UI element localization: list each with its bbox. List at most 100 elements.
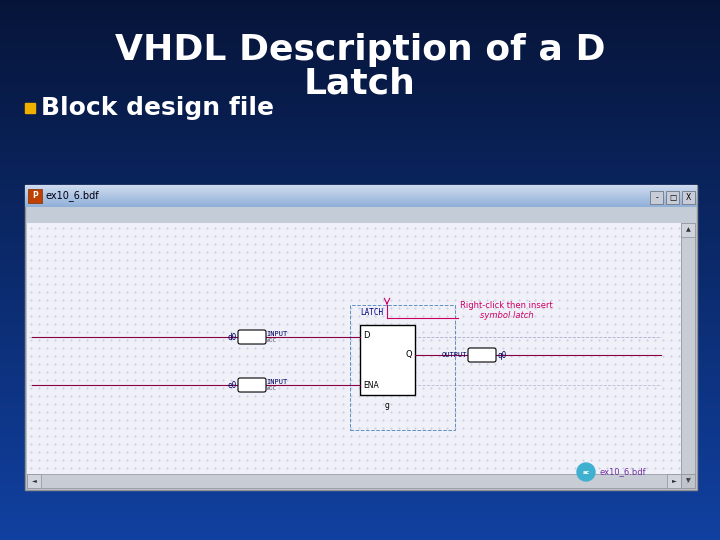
- Bar: [0, 401, 720, 402]
- Bar: [0, 93, 720, 94]
- Bar: [0, 454, 720, 455]
- Bar: [0, 1, 720, 2]
- Bar: [0, 161, 720, 162]
- Bar: [0, 72, 720, 73]
- Bar: [0, 146, 720, 147]
- Bar: [0, 187, 720, 188]
- Bar: [0, 160, 720, 161]
- Bar: [0, 447, 720, 448]
- Bar: [0, 59, 720, 60]
- Bar: [0, 38, 720, 39]
- Bar: [25, 187, 697, 188]
- Bar: [0, 239, 720, 240]
- Bar: [0, 155, 720, 156]
- Bar: [0, 109, 720, 110]
- Bar: [0, 286, 720, 287]
- Bar: [0, 100, 720, 101]
- Bar: [0, 107, 720, 108]
- Bar: [0, 164, 720, 165]
- Bar: [0, 207, 720, 208]
- Bar: [0, 90, 720, 91]
- Bar: [0, 28, 720, 29]
- Bar: [666, 191, 679, 204]
- Bar: [0, 526, 720, 527]
- Bar: [0, 240, 720, 241]
- Bar: [0, 308, 720, 309]
- Bar: [27, 474, 41, 488]
- Bar: [0, 503, 720, 504]
- Bar: [0, 291, 720, 292]
- Bar: [0, 22, 720, 23]
- Bar: [0, 224, 720, 225]
- Bar: [0, 30, 720, 31]
- Bar: [0, 383, 720, 384]
- Bar: [0, 282, 720, 283]
- Bar: [0, 321, 720, 322]
- Bar: [0, 63, 720, 64]
- Bar: [0, 242, 720, 243]
- Bar: [0, 528, 720, 529]
- Bar: [0, 426, 720, 427]
- Bar: [0, 489, 720, 490]
- Text: Q: Q: [405, 350, 412, 360]
- Bar: [0, 300, 720, 301]
- Bar: [0, 118, 720, 119]
- Bar: [0, 151, 720, 152]
- Bar: [0, 411, 720, 412]
- Bar: [0, 267, 720, 268]
- Bar: [0, 204, 720, 205]
- Bar: [0, 65, 720, 66]
- Bar: [0, 303, 720, 304]
- Bar: [0, 137, 720, 138]
- Bar: [0, 511, 720, 512]
- Bar: [0, 245, 720, 246]
- Bar: [0, 123, 720, 124]
- Bar: [0, 336, 720, 337]
- Bar: [0, 219, 720, 220]
- Bar: [0, 88, 720, 89]
- Bar: [0, 106, 720, 107]
- Bar: [0, 459, 720, 460]
- Bar: [0, 443, 720, 444]
- Bar: [0, 458, 720, 459]
- Bar: [681, 474, 695, 488]
- Bar: [0, 203, 720, 204]
- Bar: [0, 293, 720, 294]
- Bar: [0, 378, 720, 379]
- Bar: [0, 425, 720, 426]
- Text: Right-click then insert: Right-click then insert: [460, 300, 553, 309]
- Bar: [0, 105, 720, 106]
- Bar: [0, 285, 720, 286]
- Bar: [0, 515, 720, 516]
- Bar: [0, 437, 720, 438]
- Bar: [0, 348, 720, 349]
- Bar: [0, 216, 720, 217]
- Bar: [0, 339, 720, 340]
- Bar: [0, 215, 720, 216]
- Bar: [0, 384, 720, 385]
- Bar: [0, 324, 720, 325]
- Bar: [0, 351, 720, 352]
- Bar: [0, 416, 720, 417]
- Bar: [0, 233, 720, 234]
- Bar: [0, 289, 720, 290]
- Bar: [0, 78, 720, 79]
- Bar: [681, 474, 695, 488]
- Bar: [0, 313, 720, 314]
- Bar: [0, 479, 720, 480]
- Bar: [0, 83, 720, 84]
- Bar: [0, 438, 720, 439]
- Bar: [0, 32, 720, 33]
- Text: ENA: ENA: [363, 381, 379, 389]
- Bar: [25, 200, 697, 201]
- Text: ▼: ▼: [685, 478, 690, 483]
- Circle shape: [577, 463, 595, 481]
- Bar: [0, 194, 720, 195]
- Text: ac: ac: [582, 469, 590, 475]
- Bar: [0, 446, 720, 447]
- Bar: [0, 439, 720, 440]
- Bar: [0, 163, 720, 164]
- Bar: [0, 170, 720, 171]
- Bar: [0, 500, 720, 501]
- Bar: [0, 58, 720, 59]
